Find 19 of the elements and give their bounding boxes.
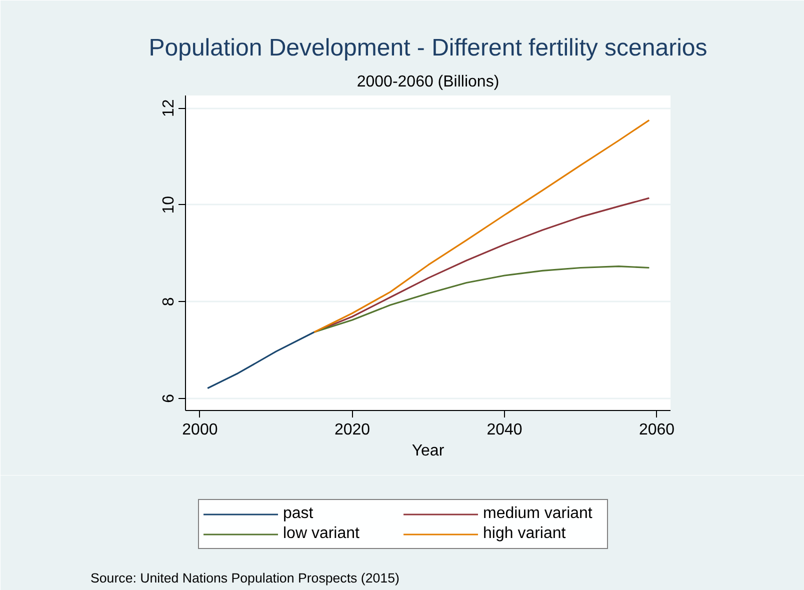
x-axis-title: Year	[412, 442, 445, 460]
line-series	[206, 331, 315, 390]
y-tick-label: 12	[160, 99, 178, 117]
legend-label: low variant	[283, 525, 360, 543]
source-note: Source: United Nations Population Prospects (2015)	[90, 570, 400, 586]
chart-title: Population Development - Different fertility scenarios	[148, 34, 708, 62]
legend-label: past	[283, 505, 314, 523]
line-series	[313, 266, 650, 333]
chart-subtitle: 2000-2060 (Billions)	[356, 74, 500, 90]
y-tick-label: 6	[160, 394, 178, 403]
x-tick-label: 2020	[334, 422, 370, 438]
x-tick-label: 2040	[486, 422, 522, 438]
line-series	[313, 119, 650, 333]
x-tick-label: 2000	[182, 422, 218, 438]
y-tick-label: 8	[160, 297, 178, 306]
x-tick-label: 2060	[639, 422, 675, 438]
y-tick-label: 10	[160, 196, 178, 214]
legend-label: high variant	[483, 525, 567, 543]
legend-label: medium variant	[483, 505, 594, 523]
